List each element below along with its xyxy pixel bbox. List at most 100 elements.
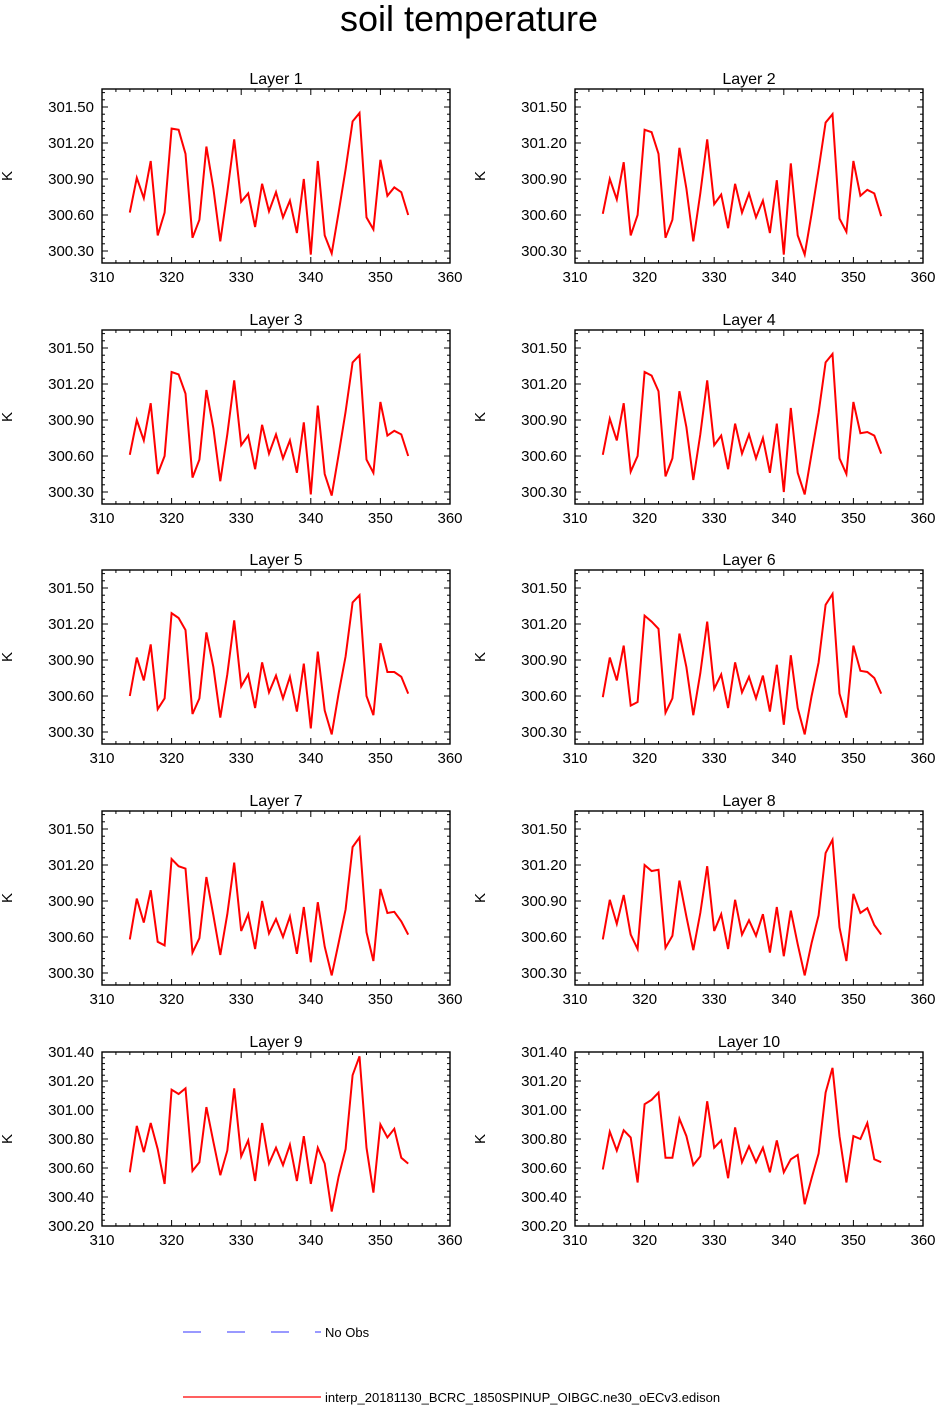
- x-tick-label: 340: [298, 269, 323, 286]
- y-tick-label: 300.90: [48, 171, 94, 188]
- y-tick-label: 301.50: [48, 340, 94, 357]
- x-tick-label: 310: [562, 750, 587, 767]
- x-tick-label: 340: [298, 750, 323, 767]
- panel-8: Layer 8 310 320 330 340 350 360 300.30 300.60 300…: [472, 793, 936, 1008]
- x-tick-label: 330: [702, 1232, 727, 1249]
- y-tick-label: 300.30: [521, 965, 567, 982]
- y-tick-label: 300.30: [48, 484, 94, 501]
- plot-frame: [574, 329, 924, 505]
- x-tick-label: 340: [771, 750, 796, 767]
- y-tick-label: 301.20: [48, 616, 94, 633]
- y-axis-label: K: [472, 893, 489, 903]
- x-tick-label: 320: [632, 510, 657, 527]
- series-line: [601, 351, 883, 495]
- x-tick-label: 350: [368, 750, 393, 767]
- y-tick-label: 300.60: [521, 448, 567, 465]
- y-tick-label: 300.80: [521, 1131, 567, 1148]
- series-line: [601, 111, 883, 259]
- y-tick-label: 300.80: [48, 1131, 94, 1148]
- x-tick-label: 350: [841, 750, 866, 767]
- y-tick-label: 300.20: [48, 1218, 94, 1235]
- page-title: soil temperature: [339, 0, 599, 39]
- x-tick-label: 350: [368, 510, 393, 527]
- x-tick-label: 310: [89, 750, 114, 767]
- x-tick-label: 340: [298, 510, 323, 527]
- panel-title: Layer 8: [722, 793, 775, 810]
- y-axis-label: K: [472, 652, 489, 662]
- y-axis-label: K: [0, 893, 16, 903]
- y-tick-label: 301.40: [48, 1044, 94, 1061]
- x-tick-label: 360: [437, 510, 462, 527]
- y-tick-label: 301.20: [48, 857, 94, 874]
- y-tick-label: 300.60: [48, 1160, 94, 1177]
- y-axis-label: K: [0, 412, 16, 422]
- plot-frame: [574, 810, 924, 986]
- y-tick-label: 301.50: [48, 821, 94, 838]
- y-axis-label: K: [472, 171, 489, 181]
- panel-title: Layer 9: [249, 1034, 302, 1051]
- panel-6: Layer 6 310 320 330 340 350 360 300.30 300.60 300…: [472, 552, 936, 767]
- y-tick-label: 301.20: [521, 857, 567, 874]
- panel-2: Layer 2 310 320 330 340 350 360 300.30 300.60 300…: [472, 71, 936, 286]
- y-tick-label: 300.60: [521, 207, 567, 224]
- x-tick-label: 330: [229, 750, 254, 767]
- panel-4: Layer 4 310 320 330 340 350 360 300.30 300.60 300…: [472, 312, 936, 527]
- y-tick-label: 300.90: [48, 893, 94, 910]
- plot-frame: [101, 88, 451, 264]
- y-tick-label: 301.20: [521, 1073, 567, 1090]
- y-tick-label: 300.30: [48, 965, 94, 982]
- y-tick-label: 301.00: [48, 1102, 94, 1119]
- x-tick-label: 320: [632, 269, 657, 286]
- x-tick-label: 360: [910, 1232, 935, 1249]
- y-tick-label: 301.50: [48, 99, 94, 116]
- plot-frame: [574, 569, 924, 745]
- panel-3: Layer 3 310 320 330 340 350 360 300.30 300.60 300…: [0, 312, 463, 527]
- panel-title: Layer 5: [249, 552, 302, 569]
- x-tick-label: 310: [562, 269, 587, 286]
- x-tick-label: 350: [841, 1232, 866, 1249]
- y-tick-label: 301.40: [521, 1044, 567, 1061]
- x-tick-label: 310: [562, 1232, 587, 1249]
- x-tick-label: 350: [368, 991, 393, 1008]
- x-tick-label: 330: [702, 991, 727, 1008]
- x-tick-label: 350: [368, 269, 393, 286]
- x-tick-label: 320: [632, 1232, 657, 1249]
- x-tick-label: 350: [841, 991, 866, 1008]
- y-tick-label: 300.20: [521, 1218, 567, 1235]
- y-tick-label: 300.30: [521, 724, 567, 741]
- x-tick-label: 320: [159, 991, 184, 1008]
- y-tick-label: 301.50: [521, 580, 567, 597]
- y-tick-label: 300.60: [48, 207, 94, 224]
- x-tick-label: 360: [910, 269, 935, 286]
- x-tick-label: 340: [771, 991, 796, 1008]
- x-tick-label: 320: [159, 1232, 184, 1249]
- y-axis-label: K: [0, 171, 16, 181]
- x-tick-label: 330: [229, 1232, 254, 1249]
- x-tick-label: 330: [702, 269, 727, 286]
- plot-frame: [101, 569, 451, 745]
- x-tick-label: 350: [841, 510, 866, 527]
- series-line: [128, 592, 410, 735]
- y-tick-label: 301.50: [521, 99, 567, 116]
- panel-title: Layer 6: [722, 552, 775, 569]
- y-tick-label: 300.90: [48, 652, 94, 669]
- x-tick-label: 360: [437, 1232, 462, 1249]
- x-tick-label: 360: [910, 991, 935, 1008]
- panel-title: Layer 2: [722, 71, 775, 88]
- y-tick-label: 301.20: [521, 616, 567, 633]
- x-tick-label: 340: [771, 1232, 796, 1249]
- x-tick-label: 350: [368, 1232, 393, 1249]
- y-tick-label: 301.50: [521, 340, 567, 357]
- panel-7: Layer 7 310 320 330 340 350 360 300.30 300.60 300…: [0, 793, 463, 1008]
- y-tick-label: 301.20: [521, 135, 567, 152]
- panel-9: Layer 9 310 320 330 340 350 360 300.20 300.40 300…: [0, 1034, 463, 1249]
- panel-10: Layer 10 310 320 330 340 350 360 300.20 300.40 30…: [472, 1034, 936, 1249]
- y-tick-label: 300.60: [521, 929, 567, 946]
- y-tick-label: 300.40: [521, 1189, 567, 1206]
- x-tick-label: 310: [89, 510, 114, 527]
- series-line: [601, 836, 883, 976]
- series-line: [128, 834, 410, 976]
- series-line: [128, 1055, 409, 1212]
- x-tick-label: 310: [562, 991, 587, 1008]
